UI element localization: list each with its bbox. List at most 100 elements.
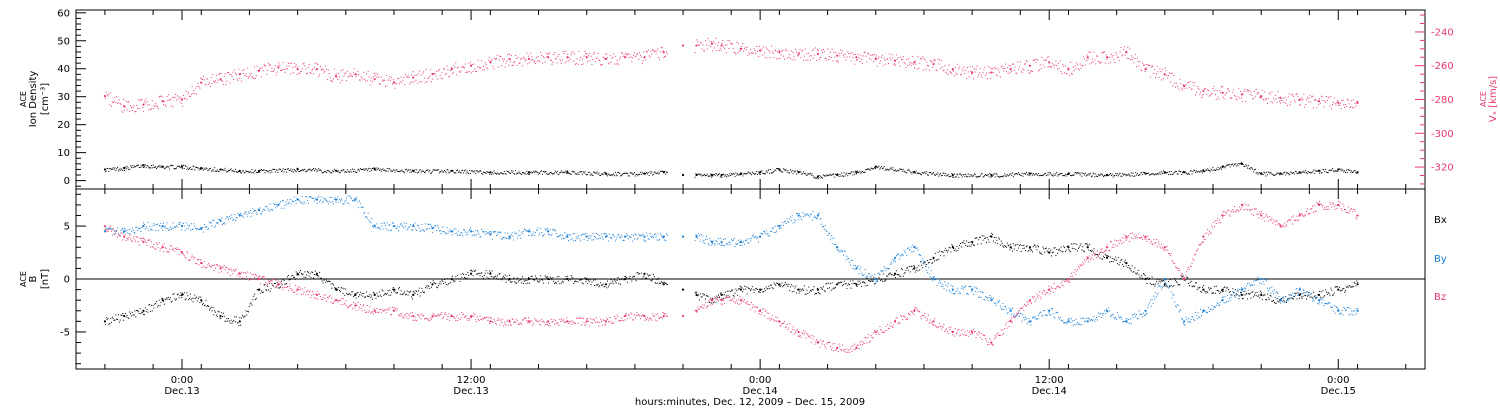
trace-dot [299,72,301,74]
trace-dot [430,172,432,174]
trace-dot [1251,291,1253,293]
trace-dot [405,75,407,77]
data-point [219,78,222,81]
trace-dot [403,292,405,294]
trace-dot [1294,171,1296,173]
trace-dot [289,198,291,200]
trace-dot [1299,172,1301,174]
trace-dot [746,173,748,175]
trace-dot [484,62,486,64]
trace-dot [430,225,432,227]
trace-dot [870,279,872,281]
trace-dot [1214,285,1216,287]
trace-dot [808,52,810,54]
trace-dot [763,52,765,54]
trace-dot [645,173,647,175]
trace-dot [384,293,386,295]
trace-dot [303,62,305,64]
trace-dot [1125,175,1127,177]
trace-dot [466,71,468,73]
trace-dot [1338,289,1340,291]
trace-dot [1029,72,1031,74]
trace-dot [371,218,373,220]
trace-dot [783,55,785,57]
trace-dot [1305,298,1307,300]
trace-dot [904,171,906,173]
trace-dot [464,63,466,65]
trace-dot [126,165,128,167]
trace-dot [715,37,717,39]
trace-dot [384,79,386,81]
trace-dot [841,172,843,174]
trace-dot [695,173,697,175]
trace-dot [126,314,128,316]
trace-dot [350,169,352,171]
trace-dot [816,59,818,61]
trace-dot [1064,65,1066,67]
trace-dot [776,167,778,169]
trace-dot [1293,173,1295,175]
trace-dot [874,167,876,169]
trace-dot [1012,250,1014,252]
data-point [893,272,897,275]
trace-dot [939,59,941,61]
trace-dot [726,174,728,176]
trace-dot [1110,172,1112,174]
trace-dot [1305,170,1307,172]
trace-dot [614,172,616,174]
trace-dot [728,290,730,292]
trace-dot [1169,279,1171,281]
trace-dot [450,66,452,68]
trace-dot [148,230,150,232]
trace-dot [644,273,646,275]
trace-dot [862,171,864,173]
trace-dot [1031,251,1033,253]
trace-dot [1079,244,1081,246]
trace-dot [958,176,960,178]
trace-dot [1120,175,1122,177]
trace-dot [918,67,920,69]
trace-dot [923,57,925,59]
trace-dot [365,80,367,82]
trace-dot [391,222,393,224]
trace-dot [207,228,209,230]
trace-dot [1271,173,1273,175]
trace-dot [284,168,286,170]
trace-dot [819,57,821,59]
data-point [1028,246,1032,249]
trace-dot [1057,68,1059,70]
trace-dot [942,251,944,253]
trace-dot [890,167,892,169]
trace-dot [194,92,196,94]
trace-dot [168,296,170,298]
trace-dot [270,209,272,211]
trace-dot [658,56,660,58]
trace-dot [1221,168,1223,170]
trace-dot [574,280,576,282]
trace-dot [313,200,315,202]
data-point [778,51,781,54]
trace-dot [1097,174,1099,176]
trace-dot [525,283,527,285]
trace-dot [703,294,705,296]
trace-dot [150,310,152,312]
trace-dot [542,56,544,58]
trace-dot [897,274,899,276]
trace-dot [498,273,500,275]
trace-dot [1077,250,1079,252]
trace-dot [1190,280,1192,282]
trace-dot [521,57,523,59]
trace-dot [440,283,442,285]
trace-dot [770,45,772,47]
data-point [855,56,858,59]
trace-dot [1168,72,1170,74]
trace-dot [1240,163,1242,165]
trace-dot [1088,249,1090,251]
trace-dot [520,173,522,175]
trace-dot [906,59,908,61]
trace-dot [228,72,230,74]
trace-dot [483,69,485,71]
trace-dot [379,84,381,86]
data-point [585,56,588,59]
trace-dot [890,273,892,275]
